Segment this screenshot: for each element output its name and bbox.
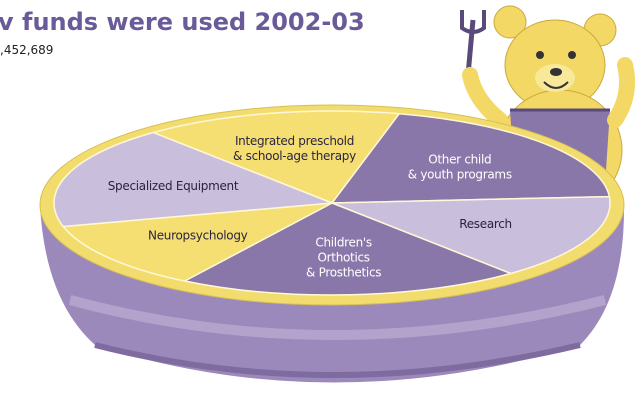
chart-subtitle: ,452,689 — [0, 43, 53, 57]
slice-label: Orthotics — [318, 251, 370, 265]
slice-label: & school-age therapy — [233, 149, 356, 163]
slice-label: Specialized Equipment — [108, 179, 239, 193]
slice-label: Children's — [315, 236, 372, 250]
slice-label: Integrated preschold — [235, 134, 354, 148]
slice-label: & Prosthetics — [306, 266, 381, 280]
slice-label: & youth programs — [408, 168, 512, 182]
slice-label: Other child — [428, 153, 491, 167]
slice-label: Neuropsychology — [148, 228, 248, 242]
chart-title: v funds were used 2002-03 — [0, 8, 365, 36]
chart: v funds were used 2002-03 ,452,689 Integ… — [0, 0, 637, 406]
slice-label: Research — [459, 217, 512, 231]
